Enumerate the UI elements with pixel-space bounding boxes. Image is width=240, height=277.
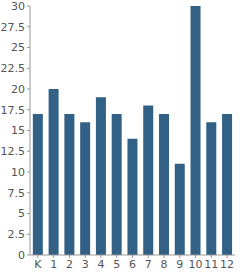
svg-text:20: 20 — [11, 83, 25, 96]
svg-text:5: 5 — [113, 258, 120, 271]
svg-text:22.5: 22.5 — [8, 62, 25, 75]
svg-text:10: 10 — [189, 258, 203, 271]
svg-text:4: 4 — [97, 258, 104, 271]
svg-text:15: 15 — [11, 124, 25, 137]
svg-text:K: K — [34, 258, 42, 271]
svg-text:2: 2 — [66, 258, 73, 271]
svg-text:5: 5 — [18, 207, 25, 220]
svg-text:11: 11 — [204, 258, 218, 271]
svg-text:8: 8 — [161, 258, 168, 271]
svg-text:0: 0 — [18, 249, 25, 262]
svg-text:12.5: 12.5 — [8, 145, 25, 158]
svg-text:10: 10 — [11, 166, 25, 179]
svg-text:6: 6 — [129, 258, 136, 271]
svg-text:7.5: 7.5 — [8, 187, 25, 200]
svg-text:17.5: 17.5 — [8, 104, 25, 117]
svg-text:27.5: 27.5 — [8, 21, 25, 34]
svg-text:9: 9 — [176, 258, 183, 271]
svg-text:25: 25 — [11, 41, 25, 54]
svg-text:30: 30 — [11, 0, 25, 13]
svg-text:12: 12 — [220, 258, 232, 271]
svg-text:2.5: 2.5 — [8, 228, 25, 241]
svg-text:7: 7 — [145, 258, 152, 271]
svg-text:1: 1 — [50, 258, 57, 271]
svg-text:3: 3 — [82, 258, 89, 271]
